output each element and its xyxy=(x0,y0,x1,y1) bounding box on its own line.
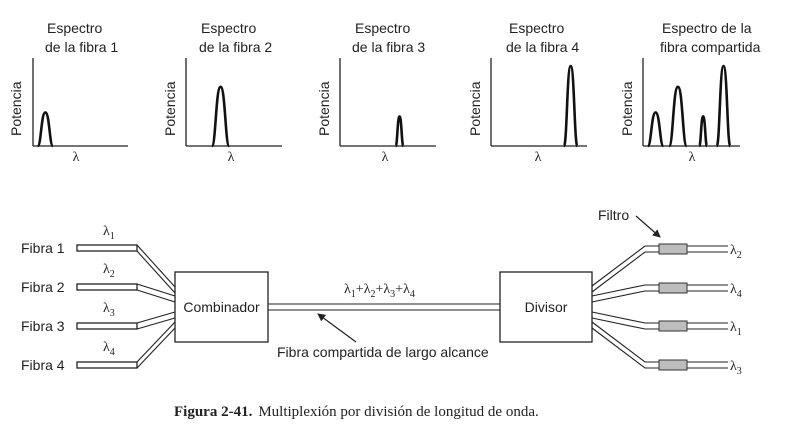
fiber-end-cap xyxy=(76,244,138,252)
input-fiber-2: Fibra 2 λ2 xyxy=(21,262,176,303)
fiber-end-cap xyxy=(76,361,138,369)
spectrum-peak-1 xyxy=(562,64,579,148)
spectrum-title-line1: Espectro xyxy=(509,20,564,36)
shared-fiber-pointer-arrow xyxy=(317,313,357,343)
combiner-box xyxy=(174,271,269,343)
spectrum-ylabel: Potencia xyxy=(316,81,332,136)
splitter-box xyxy=(499,271,593,343)
shared-fiber: λ1+λ2+λ3+λ4 Fibra compartida de largo al… xyxy=(268,282,500,360)
spectrum-panel-fiber-4: Espectro de la fibra 4 Potencia λ xyxy=(467,20,587,165)
output-fibers: Filtro λ2 λ4 λ1 λ3 xyxy=(591,207,742,377)
spectrum-title-line1: Espectro de la xyxy=(662,20,752,36)
output-fiber-2: λ4 xyxy=(591,282,742,303)
spectrum-title-line2: fibra compartida xyxy=(660,39,761,55)
splitter-block: Divisor xyxy=(499,271,593,343)
spectrum-xlabel: λ xyxy=(382,150,389,165)
optical-filter xyxy=(658,320,688,332)
input-fiber-1: Fibra 1 λ1 xyxy=(21,224,176,294)
spectrum-panel-fiber-2: Espectro de la fibra 2 Potencia λ xyxy=(162,20,282,165)
spectrum-title-line1: Espectro xyxy=(355,20,410,36)
input-fiber-label: Fibra 2 xyxy=(21,279,65,295)
spectrum-title-line2: de la fibra 3 xyxy=(352,39,425,55)
spectrum-ylabel: Potencia xyxy=(619,81,635,136)
spectrum-title-line1: Espectro xyxy=(201,20,256,36)
spectrum-xlabel: λ xyxy=(689,150,696,165)
shared-fiber-lambda-sum: λ1+λ2+λ3+λ4 xyxy=(344,282,415,300)
output-lambda-label: λ2 xyxy=(730,243,742,261)
spectrum-xlabel: λ xyxy=(535,150,542,165)
fiber-end-cap xyxy=(76,283,138,291)
output-fiber-1: λ2 xyxy=(591,243,742,293)
fiber-end-cap xyxy=(76,322,138,330)
spectrum-peak-1 xyxy=(36,111,55,148)
input-fiber-label: Fibra 4 xyxy=(21,357,65,373)
input-lambda-label: λ4 xyxy=(103,340,115,358)
optical-filter xyxy=(658,243,688,255)
spectrum-title-line1: Espectro xyxy=(47,20,102,36)
input-lambda-label: λ3 xyxy=(103,301,115,319)
spectrum-ylabel: Potencia xyxy=(467,81,483,136)
spectrum-peak-2 xyxy=(667,85,688,148)
spectrum-title-line2: de la fibra 2 xyxy=(199,39,272,55)
input-fiber-label: Fibra 1 xyxy=(21,240,65,256)
input-lambda-label: λ2 xyxy=(103,262,115,280)
caption-label: Figura 2-41. xyxy=(174,404,253,420)
spectrum-panels: Espectro de la fibra 1 Potencia λ Espect… xyxy=(8,20,761,165)
spectrum-peak-1 xyxy=(394,115,405,148)
shared-fiber-label: Fibra compartida de largo alcance xyxy=(277,344,489,360)
optical-filter xyxy=(658,282,688,294)
filter-pointer-arrow xyxy=(635,215,661,238)
output-fiber-4: λ3 xyxy=(591,321,742,377)
output-lambda-label: λ3 xyxy=(730,359,742,377)
combiner-label: Combinador xyxy=(183,299,260,315)
figure-caption: Figura 2-41. Multiplexión por división de… xyxy=(174,404,539,420)
spectrum-peak-3 xyxy=(697,115,709,148)
caption-text: Multiplexión por división de longitud de… xyxy=(258,404,538,420)
combiner-block: Combinador xyxy=(174,271,269,343)
spectrum-peak-1 xyxy=(646,111,665,148)
spectrum-panel-fiber-3: Espectro de la fibra 3 Potencia λ xyxy=(316,20,436,165)
input-fiber-3: Fibra 3 λ3 xyxy=(21,301,176,334)
spectrum-ylabel: Potencia xyxy=(8,81,24,136)
spectrum-title-line2: de la fibra 4 xyxy=(506,39,579,55)
spectrum-peak-1 xyxy=(210,85,231,148)
spectrum-xlabel: λ xyxy=(228,150,235,165)
output-fiber-3: λ1 xyxy=(591,311,742,338)
input-lambda-label: λ1 xyxy=(103,224,115,242)
input-fibers: Fibra 1 λ1 Fibra 2 λ2 Fibra 3 λ3 Fibra 4 xyxy=(21,224,176,373)
filter-label: Filtro xyxy=(598,207,629,223)
spectrum-peak-4 xyxy=(715,64,732,148)
spectrum-panel-fiber-1: Espectro de la fibra 1 Potencia λ xyxy=(8,20,128,165)
output-lambda-label: λ1 xyxy=(730,320,742,338)
spectrum-panel-shared-fiber: Espectro de la fibra compartida Potencia… xyxy=(619,20,761,165)
splitter-label: Divisor xyxy=(525,299,568,315)
spectrum-ylabel: Potencia xyxy=(162,81,178,136)
spectrum-title-line2: de la fibra 1 xyxy=(45,39,118,55)
output-lambda-label: λ4 xyxy=(730,282,742,300)
input-fiber-4: Fibra 4 λ4 xyxy=(21,321,176,373)
optical-filter xyxy=(658,359,688,371)
spectrum-xlabel: λ xyxy=(73,150,80,165)
input-fiber-label: Fibra 3 xyxy=(21,318,65,334)
